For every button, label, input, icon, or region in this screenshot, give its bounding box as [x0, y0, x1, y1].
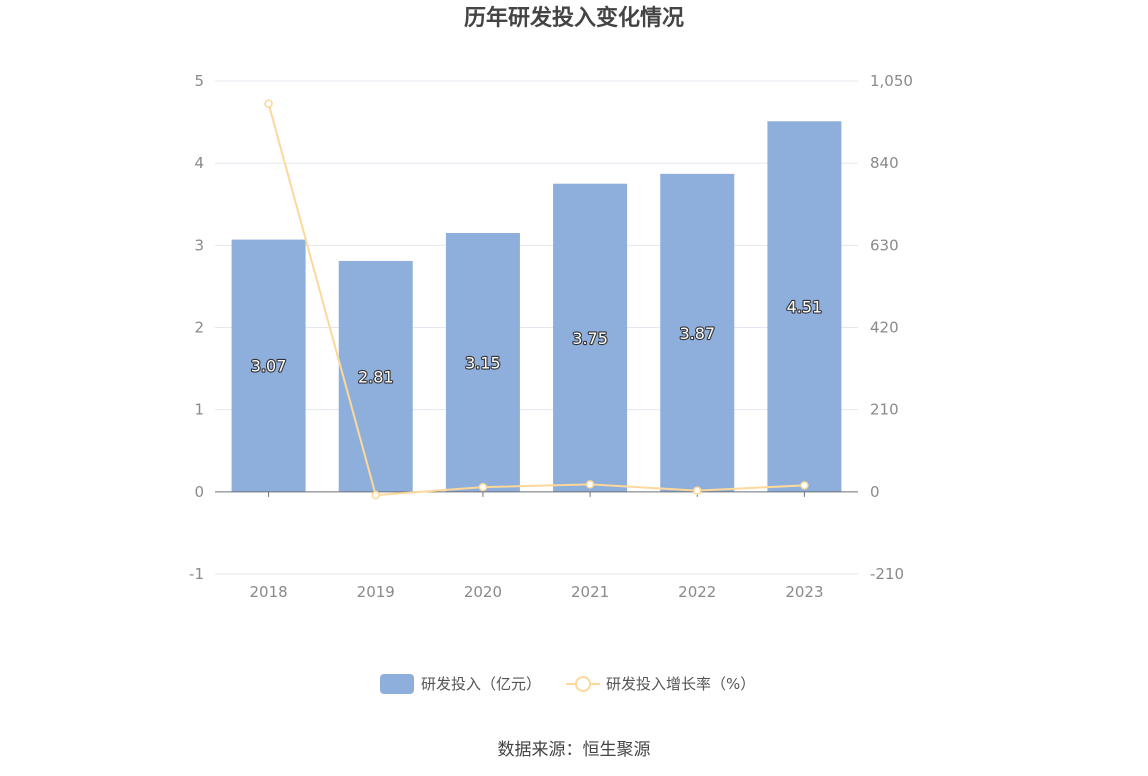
legend-bar-swatch	[380, 674, 414, 694]
bar-2020	[445, 233, 520, 492]
bar-value-label: 3.07	[251, 357, 287, 376]
x-tick-label: 2020	[464, 583, 502, 601]
y-right-tick-label: 840	[870, 154, 899, 172]
right-axis: -210 0 210 420 630 840 1,050	[870, 72, 913, 583]
chart-title: 历年研发投入变化情况	[464, 5, 684, 31]
y-right-tick-label: 420	[870, 319, 899, 337]
y-left-tick-label: -1	[189, 565, 204, 583]
bar-data-labels: 3.07 2.81 3.15 3.75 3.87 4.51	[250, 296, 824, 387]
bar-2018	[231, 239, 306, 492]
legend[interactable]: 研发投入（亿元） 研发投入增长率（%）	[380, 674, 755, 694]
y-right-tick-label: 0	[870, 483, 880, 501]
y-left-tick-label: 1	[194, 401, 204, 419]
growth-rate-point-2022	[693, 486, 702, 495]
y-left-tick-label: 0	[194, 483, 204, 501]
bar-value-label: 2.81	[358, 367, 394, 386]
x-tick-label: 2022	[678, 583, 716, 601]
bar-value-label: 3.15	[465, 353, 501, 372]
legend-item-bar[interactable]: 研发投入（亿元）	[380, 674, 541, 694]
growth-rate-point-2018	[264, 99, 273, 108]
y-left-tick-label: 5	[194, 72, 204, 90]
growth-rate-point-2023	[800, 481, 809, 490]
gridlines	[215, 80, 858, 575]
bar-2021	[553, 183, 628, 492]
bar-2022	[660, 173, 735, 492]
growth-rate-point-2019	[371, 490, 380, 500]
y-left-tick-label: 4	[194, 154, 204, 172]
data-source: 数据来源：恒生聚源	[498, 740, 651, 760]
y-left-tick-label: 2	[194, 319, 204, 337]
growth-rate-point-2021	[585, 480, 595, 489]
legend-line-marker	[575, 676, 591, 692]
legend-item-line[interactable]: 研发投入增长率（%）	[566, 675, 755, 693]
line-series	[264, 99, 809, 500]
legend-bar-label: 研发投入（亿元）	[421, 675, 541, 693]
left-axis: -1 0 1 2 3 4 5	[189, 72, 204, 583]
y-right-tick-label: -210	[870, 565, 904, 583]
bar-value-label: 3.87	[679, 324, 715, 343]
y-right-tick-label: 210	[870, 401, 899, 419]
bar-2023	[767, 121, 842, 492]
x-axis: 2018 2019 2020 2021 2022 2023	[215, 491, 858, 601]
bar-series	[231, 121, 842, 492]
bar-value-label: 4.51	[787, 298, 823, 317]
y-right-tick-label: 1,050	[870, 72, 913, 90]
bar-2019	[338, 260, 413, 492]
legend-line-label: 研发投入增长率（%）	[606, 675, 755, 693]
x-tick-label: 2021	[571, 583, 609, 601]
growth-rate-point-2020	[478, 482, 488, 492]
y-left-tick-label: 3	[194, 236, 204, 254]
x-tick-label: 2018	[249, 583, 287, 601]
y-right-tick-label: 630	[870, 236, 899, 254]
x-tick-label: 2019	[357, 583, 395, 601]
bar-value-label: 3.75	[572, 329, 608, 348]
x-tick-label: 2023	[785, 583, 823, 601]
growth-rate-line	[267, 103, 805, 497]
